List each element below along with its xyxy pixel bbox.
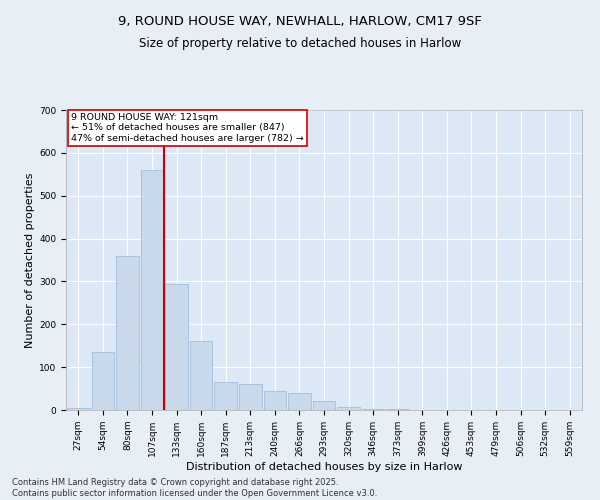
Bar — [190, 342, 212, 410]
Text: 9 ROUND HOUSE WAY: 121sqm
← 51% of detached houses are smaller (847)
47% of semi: 9 ROUND HOUSE WAY: 121sqm ← 51% of detac… — [71, 113, 304, 143]
Bar — [288, 393, 311, 410]
Bar — [214, 382, 237, 410]
Bar — [337, 406, 360, 410]
Bar — [116, 256, 139, 410]
Bar — [362, 408, 385, 410]
Text: 9, ROUND HOUSE WAY, NEWHALL, HARLOW, CM17 9SF: 9, ROUND HOUSE WAY, NEWHALL, HARLOW, CM1… — [118, 15, 482, 28]
Bar — [67, 408, 89, 410]
Bar — [386, 409, 409, 410]
Y-axis label: Number of detached properties: Number of detached properties — [25, 172, 35, 348]
Bar — [140, 170, 163, 410]
Bar — [239, 384, 262, 410]
Text: Contains HM Land Registry data © Crown copyright and database right 2025.
Contai: Contains HM Land Registry data © Crown c… — [12, 478, 377, 498]
Bar — [92, 352, 114, 410]
Bar — [165, 284, 188, 410]
X-axis label: Distribution of detached houses by size in Harlow: Distribution of detached houses by size … — [186, 462, 462, 471]
Bar — [263, 390, 286, 410]
Bar — [313, 402, 335, 410]
Text: Size of property relative to detached houses in Harlow: Size of property relative to detached ho… — [139, 38, 461, 51]
